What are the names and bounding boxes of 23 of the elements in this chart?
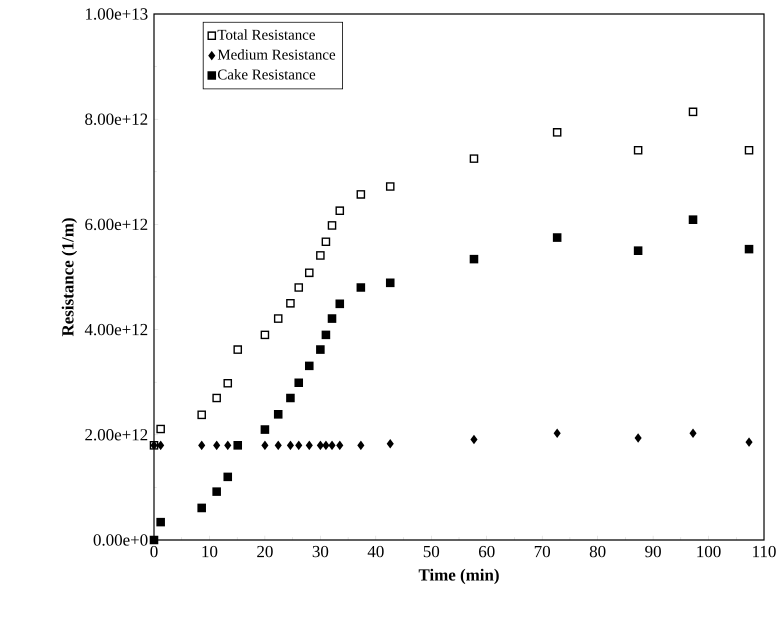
legend-label: Medium Resistance bbox=[218, 49, 336, 60]
x-tick-label: 110 bbox=[753, 546, 776, 558]
x-tick-label: 60 bbox=[479, 546, 495, 558]
legend-label: Total Resistance bbox=[218, 29, 315, 40]
x-tick-label: 80 bbox=[590, 546, 606, 558]
x-tick-label: 10 bbox=[202, 546, 218, 558]
x-axis-title: Time (min) bbox=[418, 568, 499, 584]
x-tick-label: 40 bbox=[368, 546, 384, 558]
y-tick-label: 6.00e+12 bbox=[85, 218, 148, 230]
x-tick-label: 0 bbox=[150, 546, 158, 558]
x-tick-label: 90 bbox=[645, 546, 661, 558]
y-tick-label: 2.00e+12 bbox=[85, 429, 148, 441]
y-tick-label: 0.00e+0 bbox=[94, 534, 148, 546]
x-tick-label: 70 bbox=[534, 546, 550, 558]
y-tick-label: 8.00e+12 bbox=[85, 113, 148, 125]
x-tick-label: 100 bbox=[697, 546, 721, 558]
x-tick-label: 20 bbox=[257, 546, 273, 558]
legend-label: Cake Resistance bbox=[218, 69, 316, 80]
y-axis-title: Resistance (1/m) bbox=[62, 218, 78, 336]
x-tick-label: 30 bbox=[312, 546, 328, 558]
x-tick-label: 50 bbox=[424, 546, 440, 558]
y-tick-label: 4.00e+12 bbox=[84, 324, 148, 336]
y-tick-label: 1.00e+13 bbox=[86, 8, 148, 20]
